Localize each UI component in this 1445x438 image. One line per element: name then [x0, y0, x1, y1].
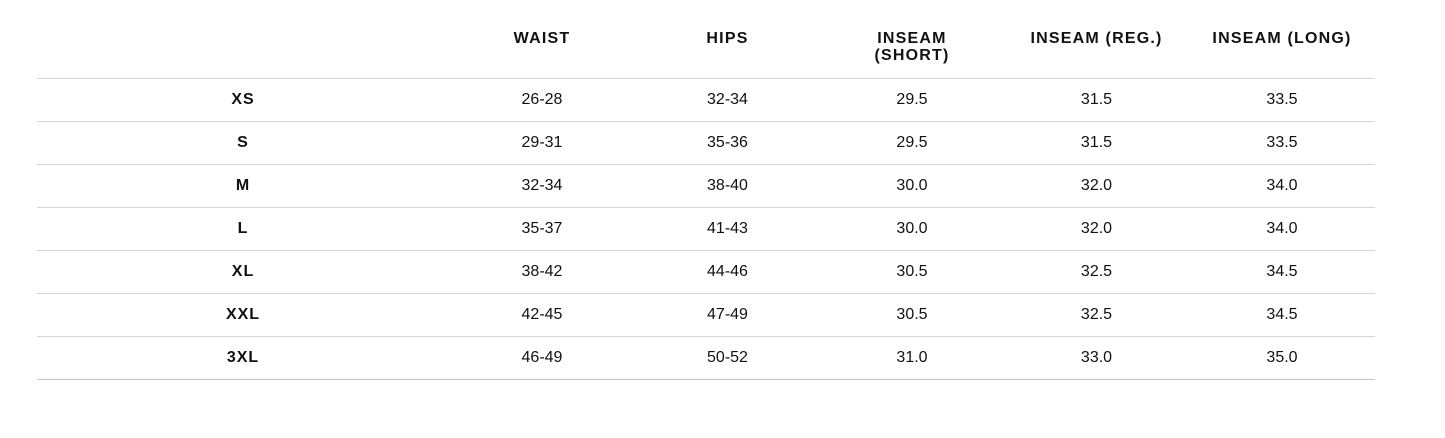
header-row: WAIST HIPS INSEAM (SHORT) INSEAM (REG.) INSE…: [37, 0, 1375, 79]
header-text: HIPS: [706, 30, 749, 47]
size-label: XXL: [225, 306, 261, 323]
table-row: S 29-31 35-36 29.5 31.5 33.5: [37, 122, 1375, 165]
size-label: 3XL: [226, 349, 260, 366]
measurement: 30.0: [896, 220, 928, 237]
measurement: 29-31: [521, 134, 563, 151]
table-row: L 35-37 41-43 30.0 32.0 34.0: [37, 208, 1375, 251]
table-row: XL 38-42 44-46 30.5 32.5 34.5: [37, 251, 1375, 294]
measurement: 31.5: [1080, 134, 1113, 151]
measurement: 35-36: [707, 134, 748, 151]
table-row: XXL 42-45 47-49 30.5 32.5 34.5: [37, 294, 1375, 337]
measurement: 44-46: [707, 263, 748, 280]
header-cell: WAIST: [449, 0, 635, 78]
measurement: 30.5: [896, 263, 928, 280]
measurement: 31.5: [1080, 91, 1113, 108]
header-text: INSEAM (LONG): [1212, 30, 1352, 47]
header-cell: INSEAM (REG.): [1004, 0, 1189, 78]
measurement: 42-45: [521, 306, 563, 323]
size-label: XL: [231, 263, 255, 280]
measurement: 50-52: [707, 349, 748, 366]
measurement: 34.5: [1266, 263, 1298, 280]
size-label: M: [235, 177, 251, 194]
measurement: 32.5: [1080, 263, 1113, 280]
header-text: INSEAM (SHORT): [874, 30, 950, 64]
measurement: 35-37: [521, 220, 563, 237]
measurement: 31.0: [896, 349, 928, 366]
measurement: 32-34: [521, 177, 563, 194]
size-label: S: [237, 134, 249, 151]
measurement: 41-43: [707, 220, 748, 237]
measurement: 46-49: [521, 349, 563, 366]
measurement: 33.5: [1266, 134, 1298, 151]
size-label: L: [237, 220, 249, 237]
measurement: 33.5: [1266, 91, 1298, 108]
table-row: 3XL 46-49 50-52 31.0 33.0 35.0: [37, 337, 1375, 380]
measurement: 34.5: [1266, 306, 1298, 323]
measurement: 30.0: [896, 177, 928, 194]
header-cell: INSEAM (LONG): [1189, 0, 1375, 78]
measurement: 26-28: [521, 91, 563, 108]
measurement: 35.0: [1266, 349, 1298, 366]
measurement: 29.5: [896, 91, 928, 108]
measurement: 32-34: [707, 91, 748, 108]
measurement: 32.5: [1080, 306, 1113, 323]
measurement: 30.5: [896, 306, 928, 323]
header-cell: INSEAM (SHORT): [820, 0, 1004, 78]
table-row: M 32-34 38-40 30.0 32.0 34.0: [37, 165, 1375, 208]
size-label: XS: [231, 91, 255, 108]
measurement: 38-42: [521, 263, 563, 280]
measurement: 34.0: [1266, 177, 1298, 194]
table-row: XS 26-28 32-34 29.5 31.5 33.5: [37, 79, 1375, 122]
measurement: 32.0: [1080, 220, 1113, 237]
measurement: 47-49: [707, 306, 748, 323]
measurement: 34.0: [1266, 220, 1298, 237]
header-cell: HIPS: [635, 0, 820, 78]
measurement: 29.5: [896, 134, 928, 151]
header-text: INSEAM (REG.): [1030, 30, 1163, 47]
measurement: 38-40: [707, 177, 748, 194]
measurement: 32.0: [1080, 177, 1113, 194]
measurement: 33.0: [1080, 349, 1113, 366]
header-text: WAIST: [513, 30, 571, 47]
